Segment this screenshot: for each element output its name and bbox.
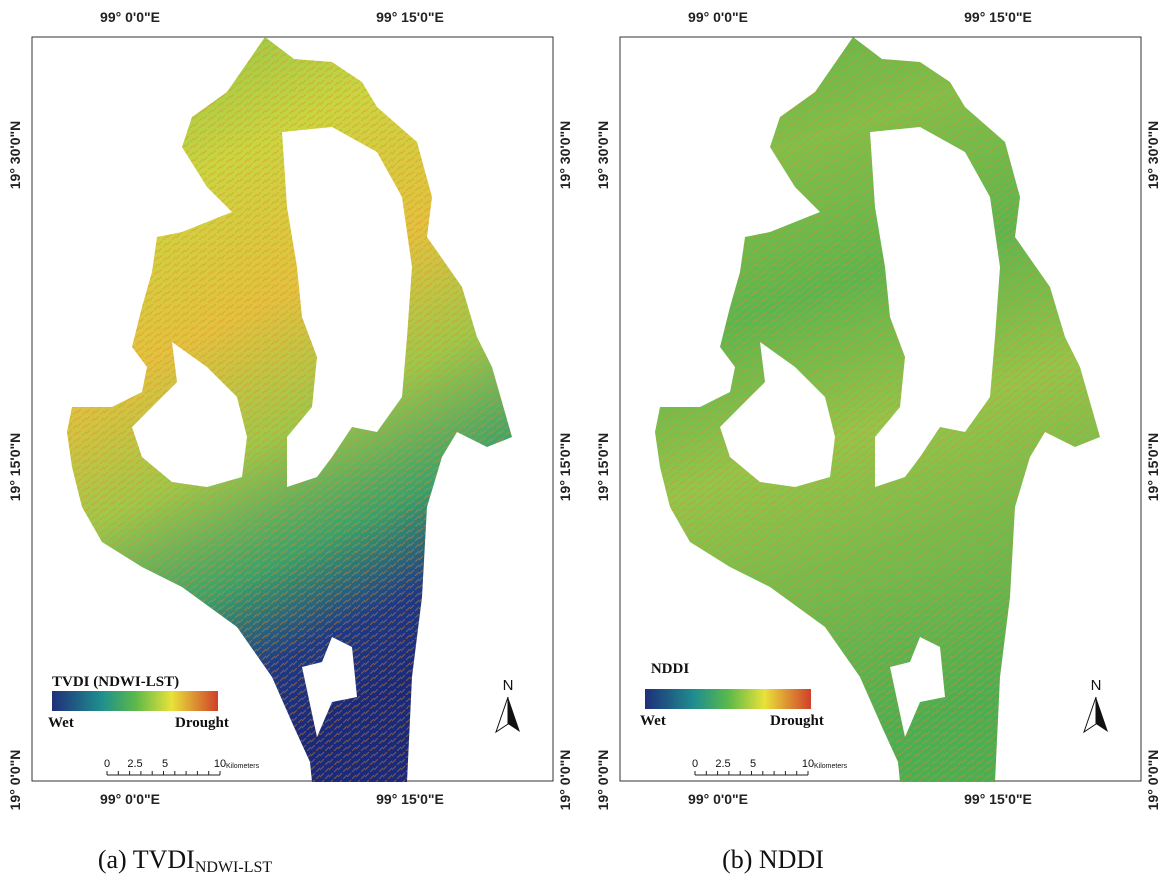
lat-label: 19° 30'0"N [557,121,573,190]
map-panel: 99° 0'0"E 99° 15'0"E 99° 0'0"E 99° 15'0"E 19… [595,9,1161,874]
lat-label: 19° 30'0"N [1145,121,1161,190]
lat-label: 19° 0'0"N [595,750,611,811]
scale-unit: Kilometers [226,763,260,770]
lon-label: 99° 15'0"E [964,9,1032,25]
legend-title: NDDI [651,661,689,677]
legend-title: TVDI (NDWI-LST) [52,674,179,690]
lat-label: 19° 0'0"N [1145,750,1161,811]
region-texture [655,37,1100,782]
lat-label: 19° 15'0"N [595,433,611,502]
north-arrow [1096,697,1108,732]
legend-high: Drought [175,715,229,731]
lat-label: 19° 0'0"N [557,750,573,811]
lat-label: 19° 0'0"N [7,750,23,811]
north-label: N [1091,677,1102,694]
scale-label: 10 [802,758,814,770]
north-arrow [495,696,509,734]
scale-label: 10 [214,758,226,770]
lon-label: 99° 0'0"E [688,9,748,25]
scale-label: 0 [692,758,698,770]
legend-low: Wet [640,713,666,729]
caption-text: (b) NDDI [722,845,824,874]
scale-label: 5 [162,758,168,770]
legend-colorbar [645,689,811,709]
legend-high: Drought [770,713,824,729]
lon-label: 99° 0'0"E [688,791,748,807]
map-area [655,37,1100,782]
lon-label: 99° 0'0"E [100,791,160,807]
north-arrow [1083,696,1097,734]
lon-label: 99° 15'0"E [376,9,444,25]
lat-label: 19° 15'0"N [7,433,23,502]
map-area [67,37,512,782]
scale-label: 5 [750,758,756,770]
lat-label: 19° 30'0"N [595,121,611,190]
north-label: N [503,677,514,694]
scale-label: 2.5 [715,758,730,770]
map-panel: 99° 0'0"E 99° 15'0"E 99° 0'0"E 99° 15'0"E 19… [7,9,573,876]
caption-text: (a) TVDI [98,845,195,874]
lon-label: 99° 0'0"E [100,9,160,25]
region-texture [67,37,512,782]
caption-subscript: NDWI-LST [195,859,273,876]
north-arrow [508,697,520,732]
lat-label: 19° 15'0"N [1145,433,1161,502]
caption: (b) NDDI [722,845,824,874]
scale-label: 0 [104,758,110,770]
legend-colorbar [52,691,218,711]
lat-label: 19° 15'0"N [557,433,573,502]
scale-label: 2.5 [127,758,142,770]
caption: (a) TVDINDWI-LST [98,845,273,876]
lat-label: 19° 30'0"N [7,121,23,190]
scale-unit: Kilometers [814,763,848,770]
lon-label: 99° 15'0"E [376,791,444,807]
lon-label: 99° 15'0"E [964,791,1032,807]
legend-low: Wet [48,715,74,731]
